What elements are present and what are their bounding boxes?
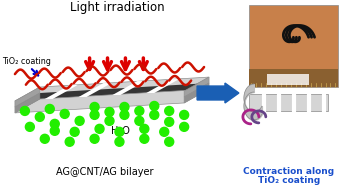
Polygon shape	[15, 83, 209, 107]
Circle shape	[115, 127, 124, 136]
Circle shape	[165, 106, 174, 115]
Circle shape	[90, 102, 99, 112]
Circle shape	[95, 124, 104, 133]
Text: AG@CNT/AG bilayer: AG@CNT/AG bilayer	[56, 167, 153, 177]
Circle shape	[35, 112, 44, 121]
Circle shape	[140, 134, 149, 143]
Circle shape	[150, 101, 159, 110]
Circle shape	[105, 116, 114, 125]
FancyBboxPatch shape	[249, 5, 338, 87]
Polygon shape	[79, 83, 111, 97]
Polygon shape	[249, 94, 328, 111]
Polygon shape	[112, 81, 145, 95]
FancyArrow shape	[197, 83, 239, 103]
Polygon shape	[146, 79, 179, 93]
Text: TiO₂ coating: TiO₂ coating	[2, 57, 51, 66]
Text: H₂O: H₂O	[111, 126, 130, 136]
Circle shape	[20, 106, 29, 115]
Circle shape	[90, 134, 99, 143]
Circle shape	[60, 109, 69, 118]
Polygon shape	[15, 93, 40, 113]
Circle shape	[90, 110, 99, 119]
Circle shape	[25, 122, 34, 131]
Circle shape	[150, 110, 159, 119]
Circle shape	[180, 122, 189, 131]
Circle shape	[50, 119, 59, 128]
Circle shape	[50, 126, 59, 135]
Circle shape	[40, 134, 49, 143]
Circle shape	[160, 127, 169, 136]
Circle shape	[165, 137, 174, 146]
Circle shape	[45, 105, 54, 113]
Circle shape	[70, 127, 79, 136]
Circle shape	[165, 117, 174, 126]
Circle shape	[120, 110, 129, 119]
Circle shape	[180, 110, 189, 119]
Circle shape	[135, 106, 144, 115]
Polygon shape	[184, 77, 209, 97]
Circle shape	[120, 102, 129, 112]
Polygon shape	[267, 74, 309, 85]
Circle shape	[105, 107, 114, 116]
Text: Contraction along: Contraction along	[243, 167, 334, 176]
Polygon shape	[15, 87, 40, 107]
Circle shape	[135, 116, 144, 125]
Text: Light irradiation: Light irradiation	[70, 2, 165, 14]
Circle shape	[65, 137, 74, 146]
Polygon shape	[184, 83, 209, 103]
Polygon shape	[15, 89, 209, 113]
Polygon shape	[15, 77, 209, 101]
FancyBboxPatch shape	[249, 69, 338, 87]
Polygon shape	[45, 85, 78, 99]
Text: TiO₂ coating: TiO₂ coating	[257, 176, 320, 185]
Circle shape	[140, 124, 149, 133]
Circle shape	[75, 116, 84, 125]
Circle shape	[115, 137, 124, 146]
